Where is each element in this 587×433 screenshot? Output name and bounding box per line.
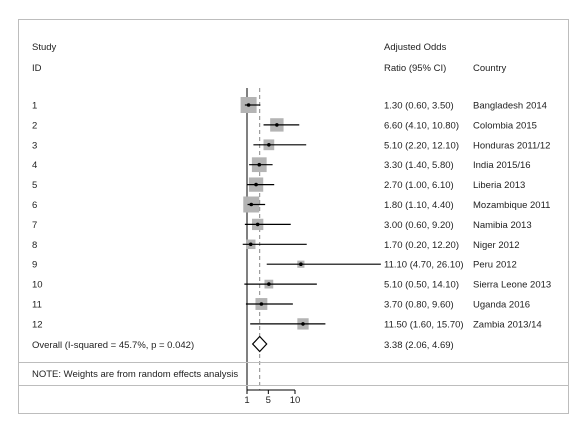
study-country: Niger 2012 <box>473 240 519 251</box>
study-ci-text: 3.00 (0.60, 9.20) <box>384 220 454 231</box>
x-tick-label: 1 <box>244 395 249 406</box>
study-point <box>299 262 303 267</box>
study-point <box>267 143 271 147</box>
study-country: Colombia 2015 <box>473 120 537 131</box>
study-ci-text: 11.50 (1.60, 15.70) <box>384 319 464 330</box>
study-point <box>255 222 260 227</box>
study-id: 5 <box>32 180 37 191</box>
study-id: 8 <box>32 240 37 251</box>
overall-ci-text: 3.38 (2.06, 4.69) <box>384 340 454 351</box>
study-country: Bangladesh 2014 <box>473 101 547 112</box>
study-id: 11 <box>32 300 42 311</box>
study-id: 2 <box>32 120 37 131</box>
study-point <box>246 103 251 107</box>
study-point <box>275 123 279 127</box>
study-rows: 1 1.30 (0.60, 3.50) Bangladesh 2014 2 6.60 (… <box>32 97 551 330</box>
study-country: Honduras 2011/12 <box>473 140 550 151</box>
x-tick-label: 10 <box>290 395 301 406</box>
study-point <box>259 302 264 306</box>
header-ratio-ci: Ratio (95% CI) <box>384 63 446 74</box>
study-id: 10 <box>32 280 43 291</box>
overall-label: Overall (I-squared = 45.7%, p = 0.042) <box>32 340 194 351</box>
study-id: 4 <box>32 160 37 171</box>
study-ci-text: 1.70 (0.20, 12.20) <box>384 240 459 251</box>
study-ci-text: 3.30 (1.40, 5.80) <box>384 160 454 171</box>
study-point <box>267 282 271 286</box>
study-id: 7 <box>32 220 37 231</box>
header-study: Study <box>32 42 57 53</box>
study-country: Liberia 2013 <box>473 180 525 191</box>
note-text: NOTE: Weights are from random effects an… <box>32 369 238 380</box>
study-point <box>249 202 254 207</box>
study-country: Namibia 2013 <box>473 220 532 231</box>
study-country: India 2015/16 <box>473 160 531 171</box>
x-axis-ticks: 1 5 10 <box>244 390 300 406</box>
study-point <box>254 182 258 187</box>
study-point <box>257 162 262 167</box>
study-id: 9 <box>32 260 37 271</box>
study-id: 1 <box>32 101 37 112</box>
study-id: 3 <box>32 140 37 151</box>
study-ci-text: 1.80 (1.10, 4.40) <box>384 200 454 211</box>
study-ci-text: 2.70 (1.00, 6.10) <box>384 180 454 191</box>
study-ci-text: 5.10 (0.50, 14.10) <box>384 280 459 291</box>
header-adjusted-odds: Adjusted Odds <box>384 42 447 53</box>
study-point <box>301 322 305 326</box>
study-ci-text: 11.10 (4.70, 26.10) <box>384 260 464 271</box>
study-id: 6 <box>32 200 37 211</box>
header-id: ID <box>32 63 42 74</box>
study-ci-text: 5.10 (2.20, 12.10) <box>384 140 459 151</box>
study-country: Sierra Leone 2013 <box>473 280 551 291</box>
study-id: 12 <box>32 319 43 330</box>
study-country: Zambia 2013/14 <box>473 319 542 330</box>
study-ci-text: 1.30 (0.60, 3.50) <box>384 101 454 112</box>
study-country: Mozambique 2011 <box>473 200 550 211</box>
study-ci-text: 3.70 (0.80, 9.60) <box>384 300 454 311</box>
plot-frame <box>18 19 569 414</box>
study-country: Uganda 2016 <box>473 300 530 311</box>
header-country: Country <box>473 63 507 74</box>
study-country: Peru 2012 <box>473 260 517 271</box>
study-point <box>248 242 253 247</box>
study-ci-text: 6.60 (4.10, 10.80) <box>384 120 459 131</box>
x-tick-label: 5 <box>266 395 271 406</box>
overall-diamond <box>251 335 268 353</box>
